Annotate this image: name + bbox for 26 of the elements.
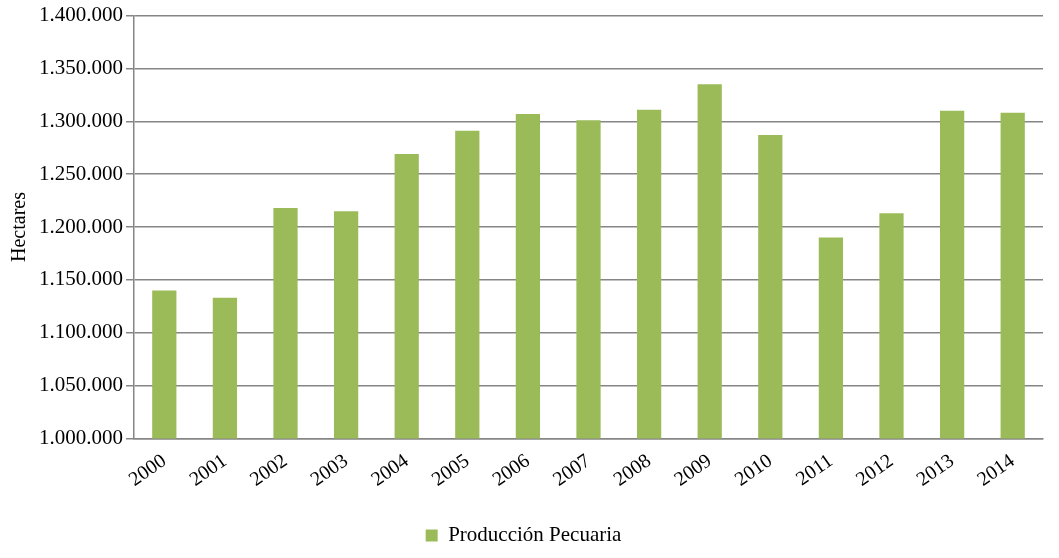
y-tick-label: 1.200.000 [39, 213, 123, 238]
y-axis-title: Hectares [7, 191, 30, 262]
x-tick-label: 2007 [548, 448, 594, 490]
x-tick-label: 2012 [851, 448, 897, 490]
x-tick-label: 2000 [124, 448, 170, 490]
x-tick-label: 2003 [306, 448, 352, 490]
x-tick-label: 2013 [912, 448, 958, 490]
x-tick-label: 2011 [791, 448, 837, 490]
y-tick-label: 1.150.000 [39, 266, 123, 291]
y-tick-label: 1.300.000 [39, 107, 123, 132]
x-tick-label: 2009 [669, 448, 716, 490]
x-tick-label: 2001 [184, 448, 231, 490]
y-tick-label: 1.250.000 [39, 160, 123, 185]
x-tick-label: 2005 [427, 448, 473, 490]
x-tick-label: 2008 [609, 448, 655, 490]
y-tick-label: 1.050.000 [39, 372, 123, 397]
legend-label: Producción Pecuaria [448, 522, 623, 547]
y-tick-label: 1.000.000 [39, 424, 123, 449]
y-tick-label: 1.400.000 [39, 2, 123, 27]
x-tick-label: 2010 [730, 448, 776, 490]
x-tick-label: 2002 [245, 448, 291, 490]
y-tick-label: 1.100.000 [39, 319, 123, 344]
x-tick-label: 2006 [487, 448, 534, 490]
y-tick-label: 1.350.000 [39, 54, 123, 79]
x-tick-label: 2004 [366, 448, 413, 490]
x-tick-label: 2014 [972, 448, 1019, 490]
